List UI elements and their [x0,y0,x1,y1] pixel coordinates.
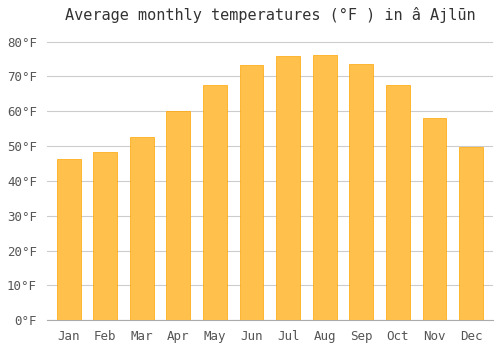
Bar [56,159,80,320]
Bar [276,56,300,320]
Bar [166,111,190,320]
Bar [94,152,117,320]
Bar [130,136,154,320]
Bar [386,85,410,320]
Bar [203,85,227,320]
Bar [422,118,446,320]
Bar [313,55,336,320]
Bar [350,64,373,320]
Title: Average monthly temperatures (°F ) in â Ajlūn: Average monthly temperatures (°F ) in â … [64,7,475,23]
Bar [240,65,264,320]
Bar [459,147,483,320]
